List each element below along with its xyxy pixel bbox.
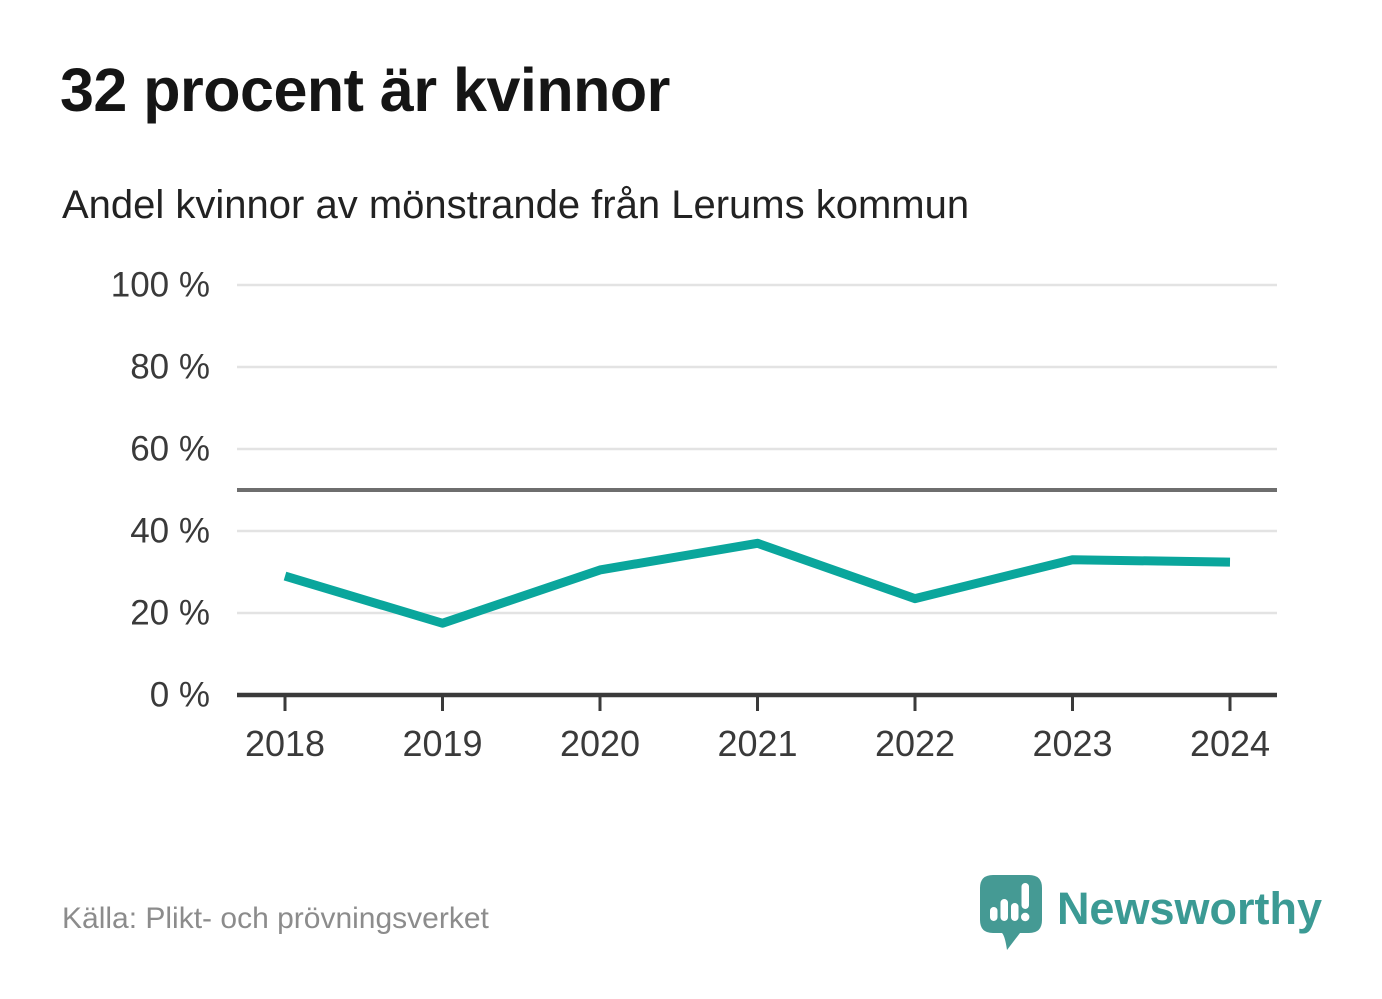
x-tick-label: 2024: [1190, 723, 1270, 764]
newsworthy-logo-icon: [979, 875, 1042, 950]
x-tick-label: 2021: [717, 723, 797, 764]
source-note: Källa: Plikt- och prövningsverket: [62, 902, 489, 935]
y-tick-label: 40 %: [130, 512, 210, 551]
newsworthy-logo: Newsworthy: [979, 874, 1322, 952]
newsworthy-logo-text: Newsworthy: [1056, 883, 1322, 934]
chart-title: 32 procent är kvinnor: [60, 56, 670, 124]
y-tick-label: 100 %: [111, 266, 210, 305]
x-tick-label: 2019: [402, 723, 482, 764]
y-tick-label: 80 %: [130, 348, 210, 387]
x-tick-label: 2020: [560, 723, 640, 764]
data-line: [283, 538, 1231, 628]
x-tick-label: 2023: [1032, 723, 1112, 764]
y-tick-label: 0 %: [150, 676, 210, 715]
x-tick-label: 2018: [245, 723, 325, 764]
x-tick-label: 2022: [875, 723, 955, 764]
chart-subtitle: Andel kvinnor av mönstrande från Lerums …: [62, 183, 970, 227]
y-tick-label: 20 %: [130, 594, 210, 633]
y-tick-label: 60 %: [130, 430, 210, 469]
